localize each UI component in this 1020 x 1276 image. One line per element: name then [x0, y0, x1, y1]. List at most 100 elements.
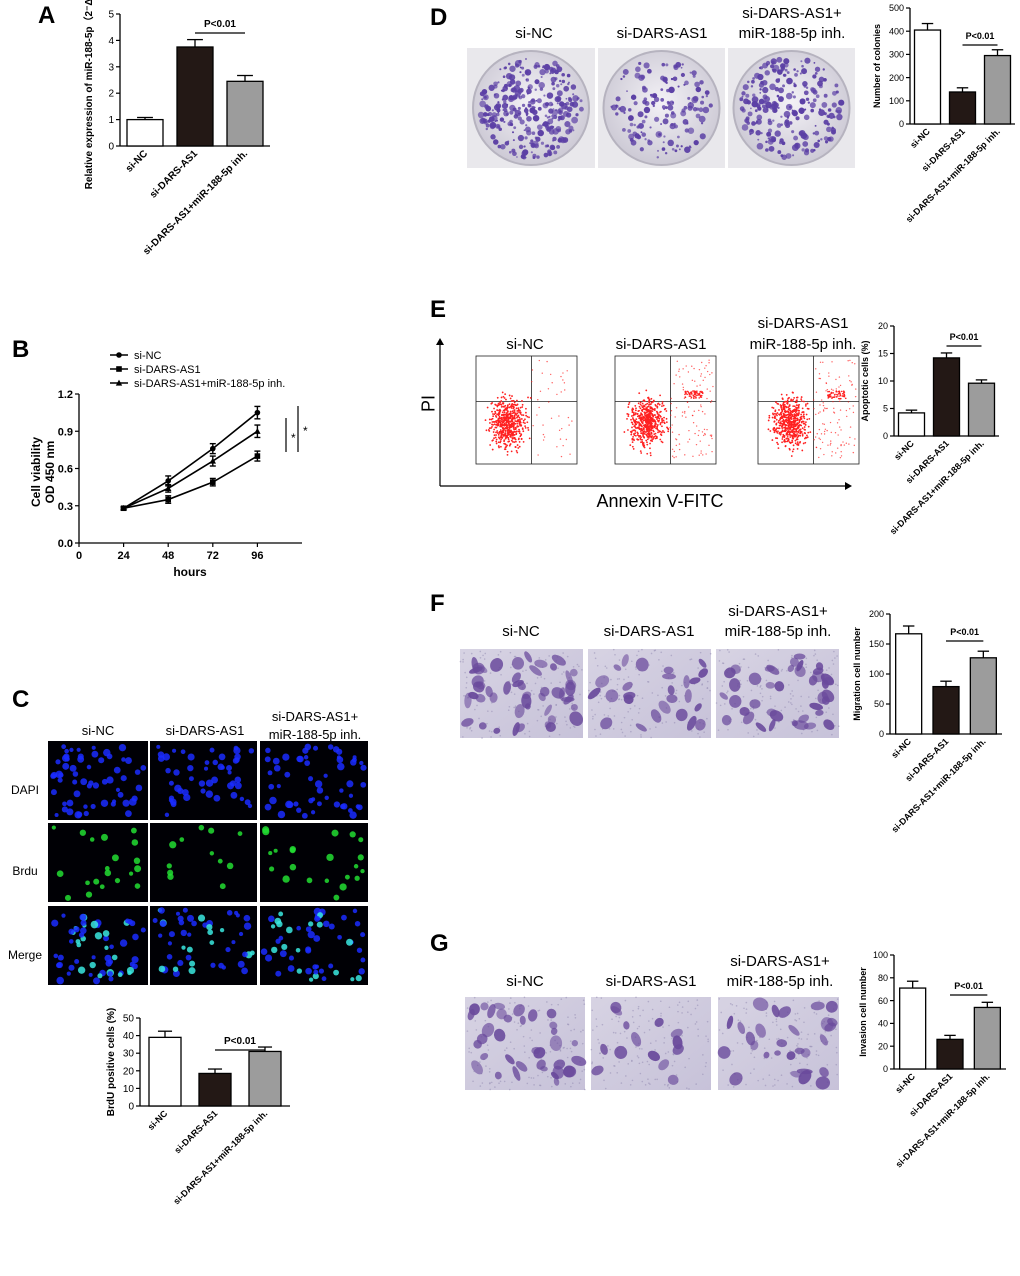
- event: [630, 433, 633, 436]
- event: [505, 427, 508, 430]
- y-tick-label-B: 0.0: [58, 538, 73, 550]
- membrane-pore: [509, 1002, 511, 1004]
- event: [688, 438, 691, 440]
- event: [498, 415, 501, 418]
- membrane-pore: [805, 657, 808, 660]
- colony: [783, 58, 790, 65]
- c-header-si-dars: si-DARS-AS1: [165, 723, 245, 738]
- membrane-pore: [488, 730, 491, 732]
- membrane-pore: [759, 692, 762, 695]
- colony: [835, 90, 839, 94]
- membrane-pore: [648, 1020, 650, 1022]
- membrane-pore: [791, 690, 793, 692]
- migrated-cell: [745, 1031, 756, 1046]
- event: [851, 362, 853, 364]
- colony: [793, 82, 796, 85]
- membrane-pore: [564, 716, 566, 718]
- transwell-image-g0: [465, 996, 587, 1091]
- legend-label-B-2: si-DARS-AS1+miR-188-5p inh.: [134, 378, 285, 390]
- colony: [487, 111, 493, 117]
- event: [665, 410, 668, 412]
- event: [493, 407, 495, 410]
- membrane-pore: [828, 707, 830, 709]
- colony: [516, 93, 518, 96]
- nucleus: [352, 908, 358, 914]
- membrane-pore: [806, 1057, 808, 1059]
- y-tick-label-E: 15: [878, 349, 888, 359]
- event: [516, 412, 519, 415]
- point-B-0-2: [210, 445, 216, 452]
- colony: [801, 64, 804, 68]
- event: [495, 421, 498, 424]
- membrane-pore: [639, 1014, 641, 1017]
- fluorescence-image-0-1: [150, 741, 257, 820]
- membrane-pore: [667, 1083, 670, 1086]
- colony: [536, 98, 542, 104]
- event: [496, 405, 499, 408]
- event: [787, 397, 790, 400]
- event: [527, 396, 529, 399]
- membrane-pore: [528, 1056, 531, 1059]
- membrane-pore: [651, 1017, 654, 1020]
- event: [841, 395, 844, 397]
- membrane-pore: [715, 702, 718, 704]
- event: [678, 370, 680, 372]
- colony: [661, 147, 666, 151]
- membrane-pore: [612, 648, 615, 651]
- y-tick-label-D: 300: [889, 50, 904, 60]
- nucleus: [198, 780, 206, 787]
- event: [640, 424, 643, 427]
- membrane-pore: [508, 1008, 510, 1010]
- event: [659, 422, 662, 424]
- colony: [785, 103, 793, 111]
- membrane-pore: [541, 1071, 544, 1074]
- event: [791, 450, 794, 453]
- membrane-pore: [654, 1078, 657, 1081]
- migrated-cell: [726, 1015, 734, 1029]
- event: [649, 410, 652, 413]
- event: [844, 397, 847, 400]
- event: [494, 410, 497, 413]
- colony: [765, 148, 769, 152]
- membrane-pore: [566, 1056, 569, 1059]
- event: [705, 365, 707, 367]
- event: [491, 448, 494, 451]
- event: [650, 429, 653, 432]
- event: [834, 432, 837, 434]
- migrated-cell: [547, 715, 557, 725]
- event: [641, 422, 644, 425]
- nucleus: [172, 966, 179, 972]
- colony: [803, 150, 810, 156]
- event: [703, 428, 706, 431]
- membrane-pore: [562, 1047, 565, 1049]
- event: [796, 423, 799, 426]
- membrane-pore: [796, 1044, 798, 1047]
- colony: [809, 102, 816, 109]
- membrane-pore: [613, 1065, 615, 1067]
- colony: [512, 107, 517, 112]
- membrane-pore: [673, 1060, 676, 1063]
- colony: [791, 91, 794, 94]
- membrane-pore: [473, 996, 476, 999]
- membrane-pore: [817, 689, 819, 692]
- colony: [485, 123, 490, 128]
- membrane-pore: [632, 1009, 634, 1012]
- membrane-pore: [671, 682, 673, 684]
- membrane-pore: [739, 679, 741, 682]
- event: [642, 435, 645, 438]
- event: [839, 409, 842, 411]
- event: [850, 381, 852, 383]
- event: [829, 444, 832, 446]
- colony: [521, 103, 526, 107]
- event: [640, 438, 642, 441]
- colony: [812, 74, 817, 79]
- event: [794, 411, 797, 414]
- event: [508, 431, 511, 434]
- event: [787, 430, 789, 432]
- membrane-pore: [637, 1056, 640, 1059]
- membrane-pore: [592, 1029, 594, 1031]
- migrated-cell: [737, 1021, 746, 1035]
- membrane-pore: [484, 652, 487, 655]
- migrated-cell: [496, 1008, 507, 1020]
- event: [517, 425, 520, 428]
